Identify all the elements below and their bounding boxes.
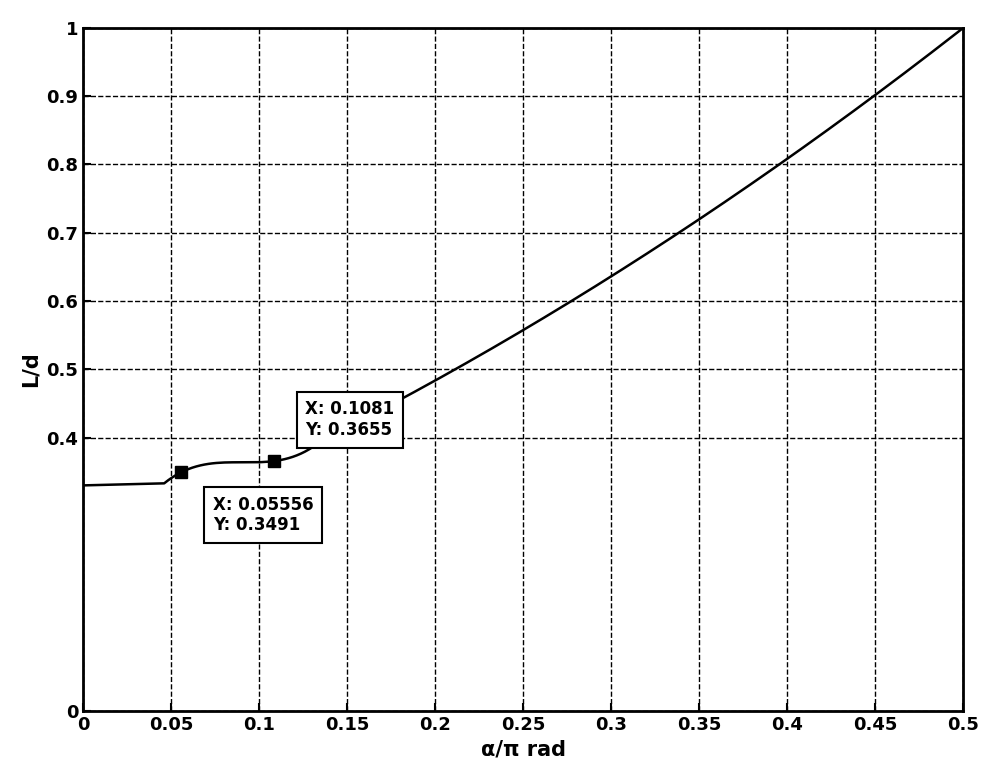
X-axis label: α/π rad: α/π rad <box>481 739 566 759</box>
Text: X: 0.05556
Y: 0.3491: X: 0.05556 Y: 0.3491 <box>213 495 313 534</box>
Y-axis label: L/d: L/d <box>21 352 41 387</box>
Text: X: 0.1081
Y: 0.3655: X: 0.1081 Y: 0.3655 <box>305 400 394 439</box>
